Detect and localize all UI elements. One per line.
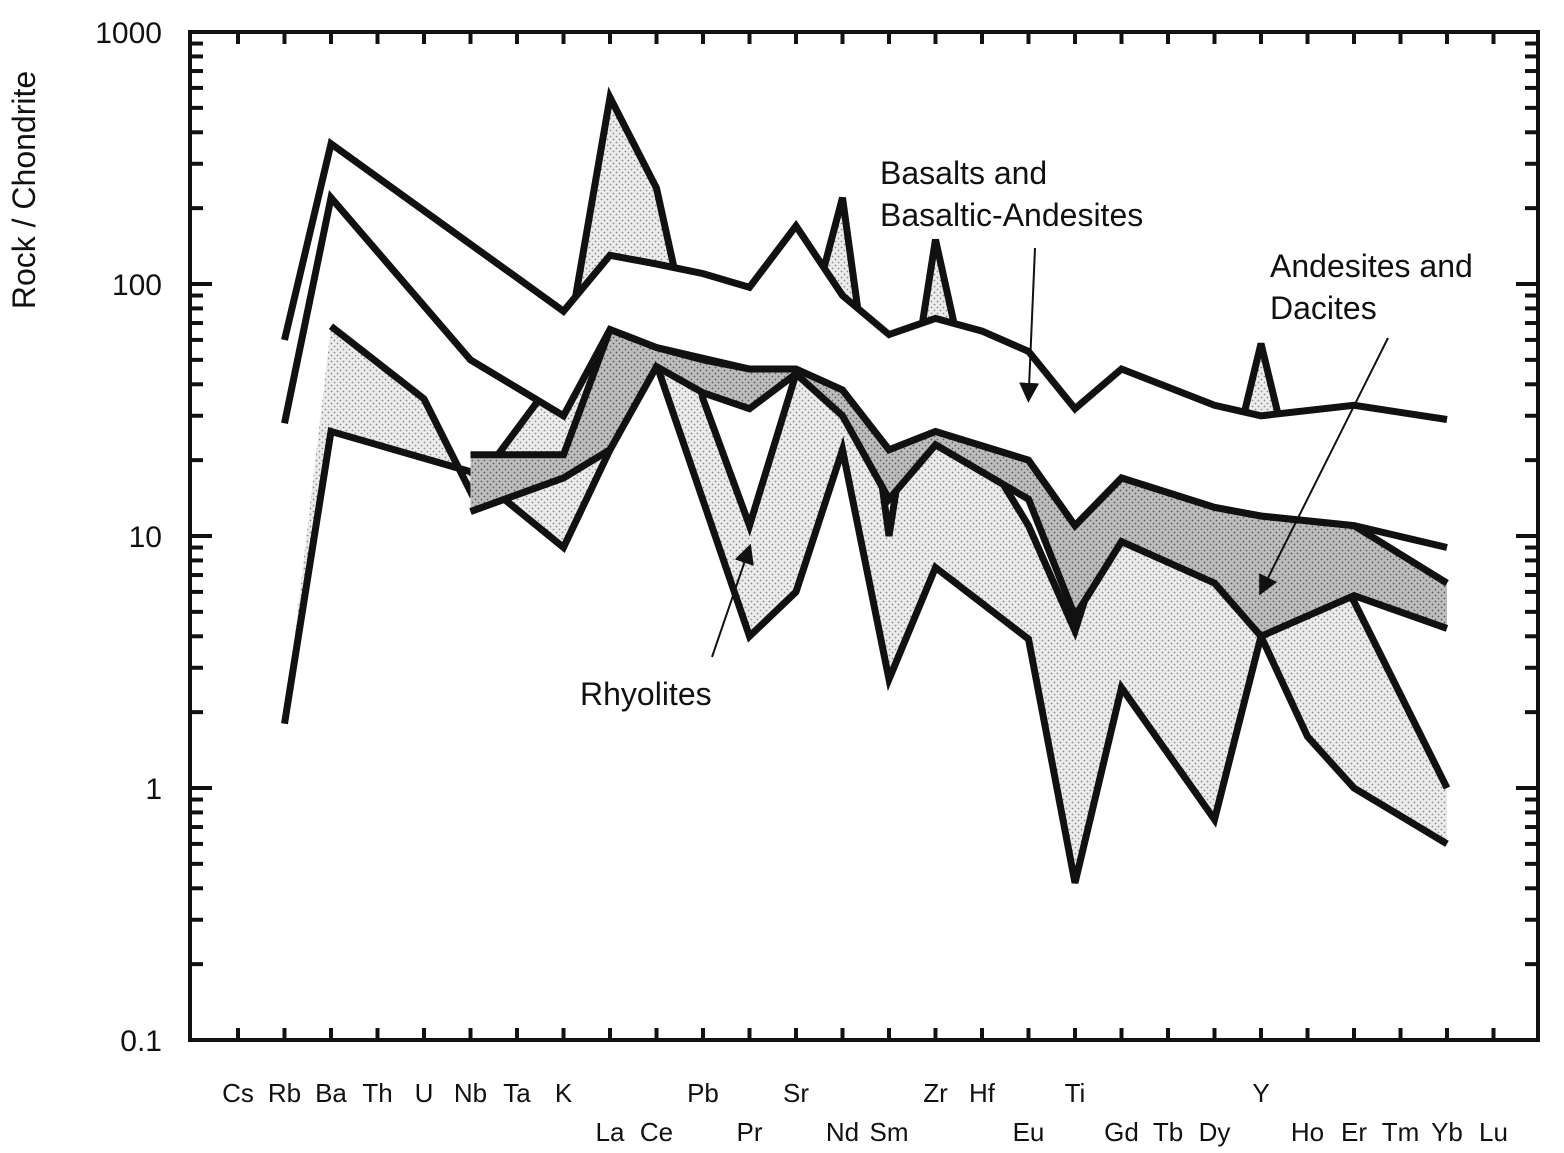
basalt-field-upper-line (281, 137, 1448, 423)
x-tick-label: Y (1252, 1078, 1269, 1108)
annotation-label: Rhyolites (580, 676, 712, 712)
x-tick-label: Sm (870, 1117, 909, 1147)
x-tick-label: La (596, 1117, 625, 1147)
x-tick-label: Er (1341, 1117, 1367, 1147)
x-tick-label: Nb (454, 1078, 487, 1108)
y-tick-label: 100 (112, 269, 162, 302)
x-tick-label: Zr (923, 1078, 948, 1108)
x-tick-label: Pr (737, 1117, 763, 1147)
x-tick-label: Th (362, 1078, 392, 1108)
x-tick-label: Tb (1153, 1117, 1183, 1147)
annotation-arrow (1259, 337, 1389, 596)
x-tick-label: Dy (1199, 1117, 1231, 1147)
x-tick-label: Cs (222, 1078, 254, 1108)
y-tick-label: 1 (145, 773, 162, 806)
x-tick-label: Ce (640, 1117, 673, 1147)
x-tick-label: Tm (1382, 1117, 1420, 1147)
axis-ticks (190, 30, 1538, 1042)
x-tick-label: Hf (969, 1078, 996, 1108)
basalt-field-lower-line (281, 190, 1448, 551)
x-tick-label: Lu (1479, 1117, 1508, 1147)
field-fills (281, 86, 1451, 884)
andesite-field-lower-line (469, 361, 1449, 641)
rhyolite-field-upper-line (328, 86, 1451, 790)
x-tick-label: Gd (1104, 1117, 1139, 1147)
x-tick-label: Ta (503, 1078, 531, 1108)
y-tick-label: 10 (129, 521, 162, 554)
x-tick-label: K (555, 1078, 573, 1108)
x-tick-labels: Cs Rb Ba Th U Nb Ta K La Ce Pb Pr Sr Nd Sm Zr Hf Eu Ti Gd Tb… (222, 1078, 1508, 1147)
rhyolite-field-area (284, 97, 1447, 883)
annotation-label: Andesites and (1270, 248, 1473, 284)
annotation-label: Dacites (1270, 290, 1377, 326)
x-tick-label: Ba (315, 1078, 347, 1108)
y-tick-label: 0.1 (120, 1025, 162, 1058)
y-tick-labels: 1000 100 10 1 0.1 (95, 17, 162, 1058)
x-tick-label: Yb (1431, 1117, 1463, 1147)
annotation-label: Basalts and (880, 155, 1047, 191)
annotation-label: Basaltic-Andesites (880, 197, 1143, 233)
y-axis-label: Rock / Chondrite (6, 71, 42, 309)
x-tick-label: Sr (783, 1078, 809, 1108)
x-tick-label: Nd (826, 1117, 859, 1147)
basalt-field-area (284, 143, 1447, 548)
x-tick-label: Eu (1013, 1117, 1045, 1147)
andesite-field-area (470, 329, 1447, 637)
annotations: Basalts and Basaltic-Andesites Andesites a… (580, 155, 1473, 712)
annotation-arrow (1019, 247, 1040, 403)
y-tick-label: 1000 (95, 17, 162, 50)
x-tick-label: U (415, 1078, 434, 1108)
x-tick-label: Ti (1065, 1078, 1086, 1108)
annotation-arrow (711, 543, 754, 658)
x-tick-label: Rb (268, 1078, 301, 1108)
x-tick-label: Ho (1291, 1117, 1324, 1147)
x-tick-label: Pb (687, 1078, 719, 1108)
